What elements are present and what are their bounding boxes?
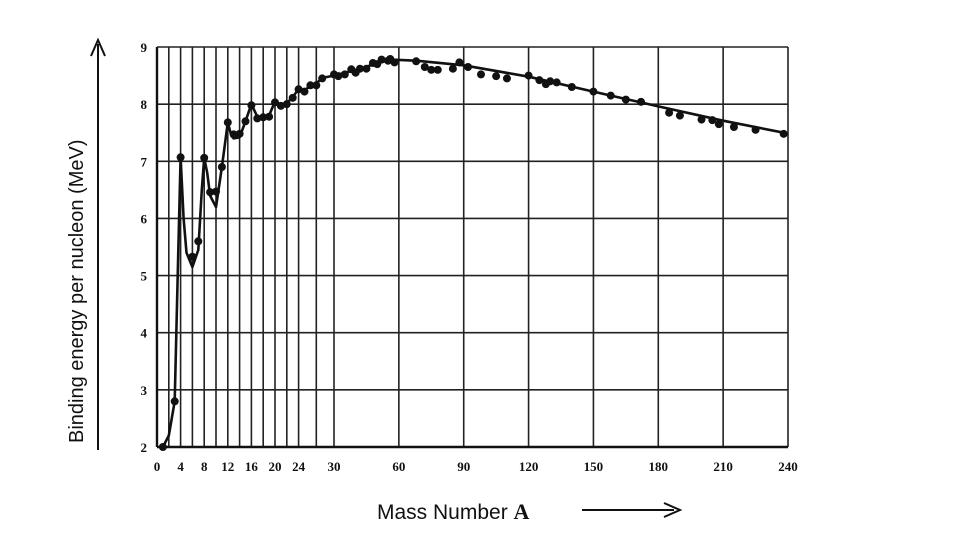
y-tick-label-7: 7 (141, 154, 148, 169)
data-point-13 (241, 117, 250, 126)
data-point-9 (217, 163, 226, 171)
x-tick-label-210: 210 (713, 459, 733, 474)
y-tick-label-8: 8 (141, 97, 148, 112)
data-point-20 (282, 100, 291, 109)
x-tick-label-12: 12 (221, 459, 234, 474)
data-point-50 (524, 71, 533, 80)
x-tick-label-60: 60 (392, 459, 405, 474)
data-point-17 (265, 112, 274, 121)
y-tick-label-6: 6 (141, 211, 148, 226)
x-tick-label-20: 20 (269, 459, 282, 474)
data-point-12 (235, 129, 244, 138)
data-point-64 (714, 120, 723, 129)
y-axis-label: Binding energy per nucleon (MeV) (66, 139, 88, 443)
data-point-67 (779, 129, 788, 138)
y-tick-label-4: 4 (141, 326, 148, 341)
data-point-11 (229, 130, 238, 139)
data-point-48 (492, 72, 501, 81)
data-point-26 (318, 74, 327, 83)
data-point-59 (636, 97, 645, 106)
y-axis-arrowhead (90, 37, 106, 57)
x-axis-arrowhead (663, 502, 683, 518)
data-point-4 (188, 252, 197, 261)
data-point-61 (675, 111, 684, 120)
data-point-32 (355, 64, 364, 73)
y-tick-label-9: 9 (141, 40, 148, 55)
data-point-2 (170, 397, 179, 406)
x-tick-label-8: 8 (201, 459, 208, 474)
data-point-39 (390, 58, 399, 67)
data-point-47 (477, 70, 486, 79)
x-axis-label-text: Mass Number (377, 501, 514, 524)
data-point-42 (427, 65, 436, 74)
data-point-65 (729, 123, 738, 131)
data-point-56 (589, 87, 598, 96)
x-tick-labels: 0 4 8 12 16 20 24 30 60 90 120 150 180 210 240 (154, 459, 798, 474)
data-point-23 (300, 87, 309, 96)
x-tick-label-30: 30 (328, 459, 341, 474)
y-tick-label-2: 2 (141, 440, 148, 455)
x-tick-label-180: 180 (649, 459, 669, 474)
data-point-16 (259, 113, 268, 122)
y-tick-label-3: 3 (141, 383, 148, 398)
data-point-57 (606, 91, 615, 100)
data-point-8 (212, 187, 220, 196)
data-point-60 (665, 108, 674, 117)
data-point-58 (621, 95, 630, 104)
data-point-44 (448, 64, 457, 73)
x-axis-label: Mass Number A (377, 499, 530, 524)
data-point-62 (697, 115, 706, 124)
data-point-28 (334, 72, 343, 81)
data-point-63 (708, 116, 717, 125)
data-point-29 (340, 70, 349, 79)
data-point-33 (362, 64, 371, 73)
x-tick-label-120: 120 (519, 459, 539, 474)
x-axis-label-symbol: A (514, 499, 530, 524)
data-point-5 (194, 237, 203, 246)
data-point-43 (433, 65, 442, 74)
data-point-7 (206, 188, 215, 197)
x-tick-label-0: 0 (154, 459, 161, 474)
x-tick-label-240: 240 (778, 459, 798, 474)
data-point-3 (176, 153, 185, 162)
data-points (158, 55, 788, 451)
data-point-10 (223, 118, 232, 127)
y-tick-labels: 2 3 4 5 6 7 8 9 (141, 40, 148, 455)
y-tick-label-5: 5 (141, 269, 148, 284)
x-tick-label-24: 24 (292, 459, 306, 474)
x-tick-label-4: 4 (177, 459, 184, 474)
data-point-14 (247, 101, 256, 110)
data-point-25 (312, 81, 321, 90)
data-point-55 (567, 83, 576, 91)
data-point-49 (502, 74, 511, 83)
data-point-18 (271, 98, 279, 107)
data-point-40 (412, 57, 421, 66)
x-tick-label-16: 16 (245, 459, 259, 474)
data-point-6 (200, 153, 209, 162)
data-point-51 (535, 76, 544, 85)
chart-grid (156, 46, 789, 448)
data-point-24 (306, 81, 315, 90)
data-point-66 (751, 125, 760, 134)
chart-axes (155, 47, 788, 449)
data-point-36 (377, 55, 386, 64)
x-tick-label-150: 150 (584, 459, 604, 474)
x-tick-label-90: 90 (457, 459, 470, 474)
data-point-21 (288, 93, 297, 102)
data-point-54 (552, 78, 561, 87)
data-point-45 (455, 58, 464, 67)
data-point-46 (464, 63, 473, 71)
data-point-0 (158, 443, 167, 451)
data-point-41 (420, 63, 429, 71)
data-point-53 (546, 77, 555, 86)
